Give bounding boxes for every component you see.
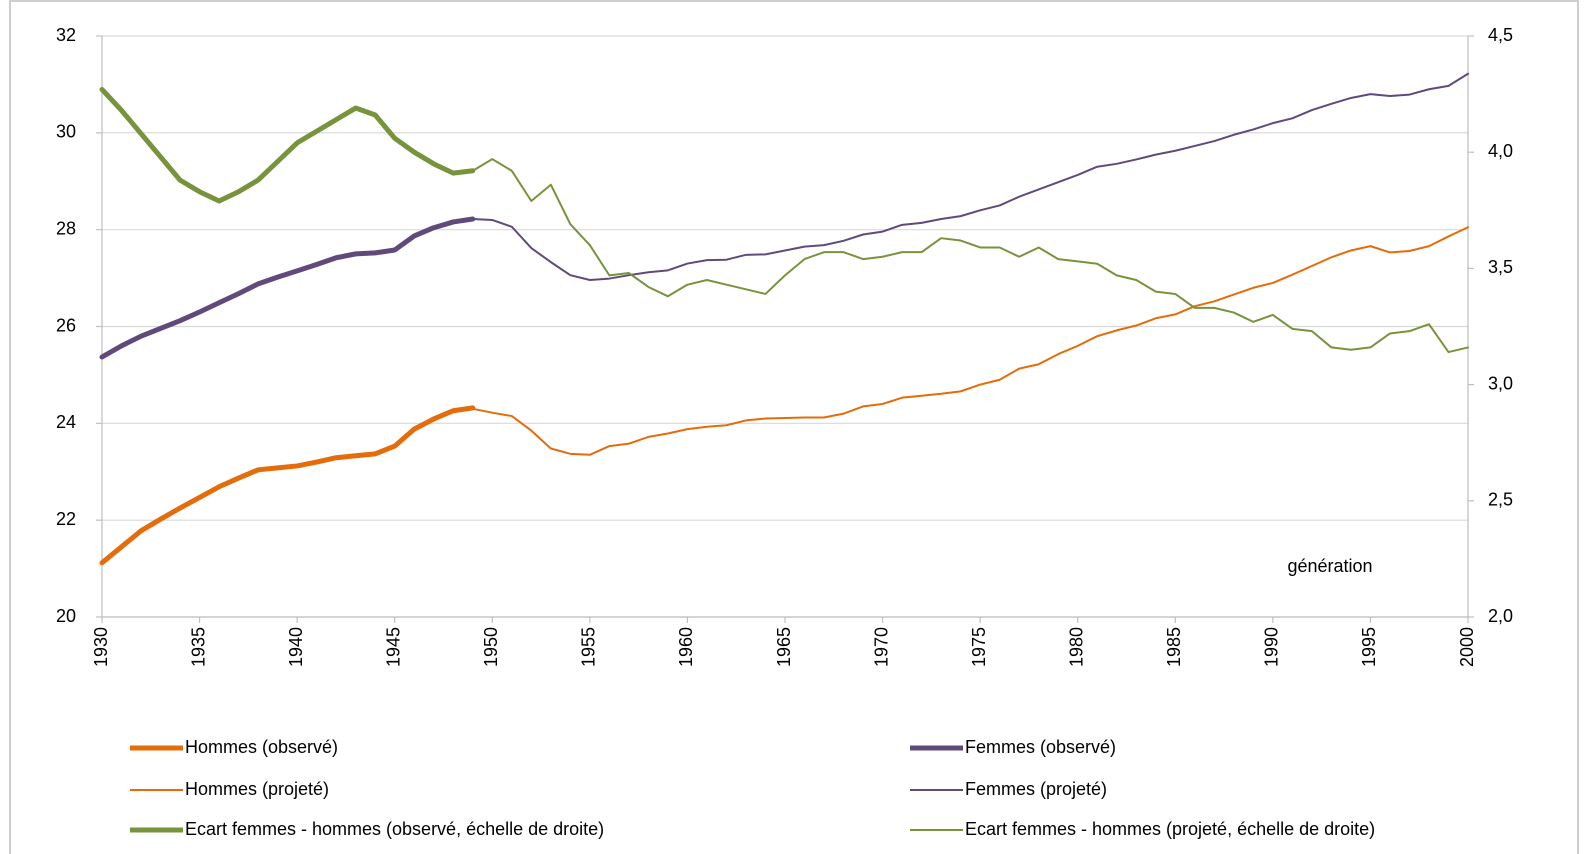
x-tick-label: 1955 [579,627,599,667]
y-tick-label: 32 [56,25,76,45]
x-tick-label: 1945 [383,627,403,667]
series-line [471,158,1469,354]
series-line [99,405,476,566]
x-tick-label: 1960 [676,627,696,667]
annotation: génération [1287,556,1372,576]
y2-tick-label: 3,5 [1488,257,1513,277]
y-tick-label: 26 [56,315,76,335]
x-tick-label: 1985 [1164,627,1184,667]
x-tick-label: 1965 [774,627,794,667]
series-line [471,72,1469,282]
y2-tick-label: 2,5 [1488,490,1513,510]
legend-label: Femmes (observé) [965,737,1116,757]
x-tick-label: 1975 [969,627,989,667]
x-tick-label: 1950 [481,627,501,667]
y-tick-label: 22 [56,509,76,529]
y-tick-label: 28 [56,218,76,238]
y2-tick-label: 3,0 [1488,373,1513,393]
y-tick-label: 20 [56,606,76,626]
legend-label: Hommes (observé) [185,737,338,757]
y2-tick-label: 4,0 [1488,141,1513,161]
chart-frame [9,0,1579,854]
series-line [99,216,476,360]
legend-label: Ecart femmes - hommes (projeté, échelle … [965,819,1375,839]
y-tick-label: 30 [56,122,76,142]
legend-label: Hommes (projeté) [185,779,329,799]
x-tick-label: 1940 [286,627,306,667]
series-line [471,226,1469,456]
x-tick-label: 1930 [91,627,111,667]
y2-tick-label: 4,5 [1488,25,1513,45]
x-tick-label: 1990 [1262,627,1282,667]
y-tick-label: 24 [56,412,76,432]
series-line [99,86,476,204]
x-tick-label: 2000 [1457,627,1477,667]
legend-label: Ecart femmes - hommes (observé, échelle … [185,819,604,839]
x-tick-label: 1995 [1359,627,1379,667]
y2-tick-label: 2,0 [1488,606,1513,626]
x-tick-label: 1980 [1066,627,1086,667]
legend-label: Femmes (projeté) [965,779,1107,799]
x-tick-label: 1970 [871,627,891,667]
x-tick-label: 1935 [188,627,208,667]
